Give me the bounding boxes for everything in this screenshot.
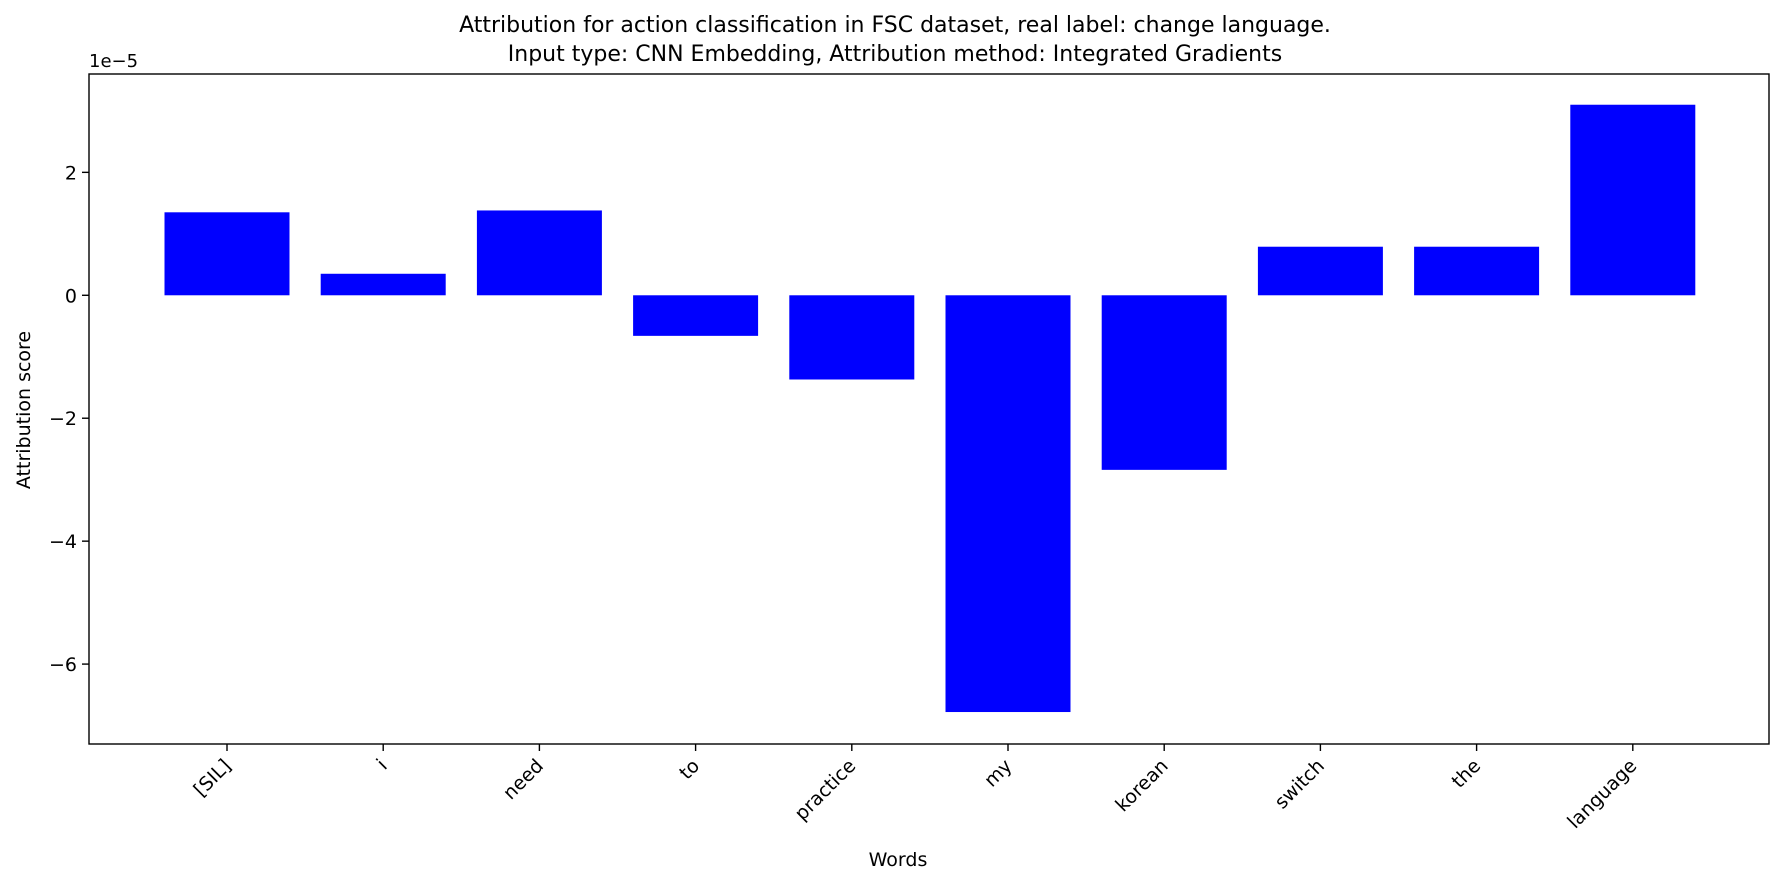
- y-ticks-group: 2 0 −2 −4 −6: [49, 162, 89, 676]
- x-axis-label: Words: [869, 849, 928, 871]
- x-tick-label-5: my: [980, 755, 1017, 792]
- x-tick-label-0: [SIL]: [190, 755, 236, 801]
- x-tick-label-6: korean: [1111, 755, 1172, 816]
- x-tick-label-2: need: [499, 755, 548, 804]
- x-tick-label-7: switch: [1270, 755, 1328, 813]
- y-tick-label-4: −6: [49, 654, 77, 676]
- bar-3: [633, 295, 759, 336]
- y-axis-label: Attribution score: [13, 331, 35, 489]
- bar-5: [945, 295, 1071, 713]
- bar-7: [1257, 246, 1383, 296]
- y-tick-label-0: 2: [65, 162, 77, 184]
- bars-group: [164, 104, 1696, 713]
- bar-6: [1101, 295, 1227, 470]
- x-tick-label-9: language: [1563, 755, 1641, 833]
- x-tick-label-3: to: [675, 755, 704, 784]
- x-ticks-group: [SIL] i need to practice my korean switch the lan…: [190, 744, 1641, 833]
- bar-9: [1570, 104, 1696, 296]
- y-tick-label-3: −4: [49, 531, 77, 553]
- x-tick-label-8: the: [1448, 755, 1486, 793]
- bar-8: [1414, 246, 1540, 296]
- bar-4: [789, 295, 915, 380]
- plot-frame: [88, 73, 1770, 745]
- bar-0: [164, 212, 290, 296]
- x-tick-label-1: i: [372, 755, 391, 774]
- bar-2: [476, 210, 602, 296]
- y-axis-multiplier: 1e−5: [89, 51, 138, 72]
- y-tick-label-2: −2: [49, 408, 77, 430]
- chart-title: Attribution for action classification in…: [459, 13, 1331, 38]
- chart-subtitle: Input type: CNN Embedding, Attribution m…: [508, 42, 1282, 67]
- bar-1: [320, 273, 446, 296]
- x-tick-label-4: practice: [790, 755, 860, 825]
- y-tick-label-1: 0: [65, 285, 77, 307]
